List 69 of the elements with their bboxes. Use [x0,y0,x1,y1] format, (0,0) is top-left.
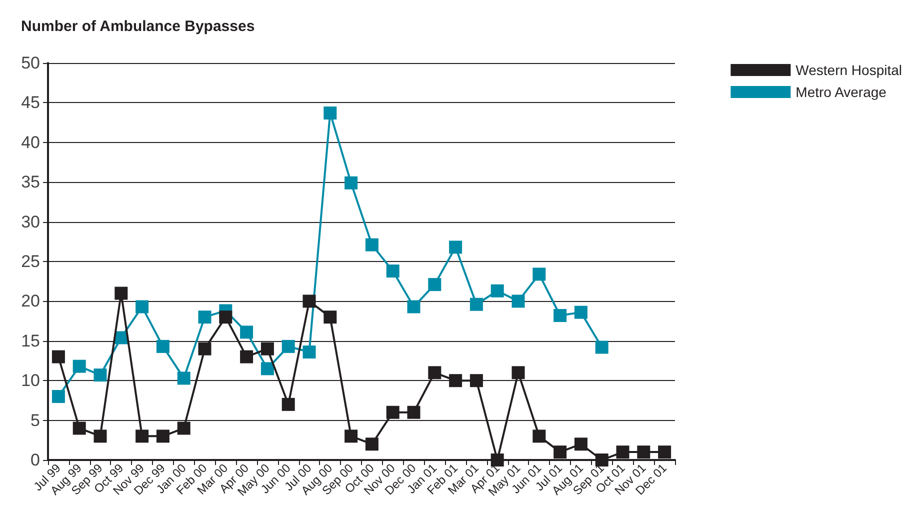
point [574,438,588,451]
point [532,430,546,443]
point [302,346,316,359]
y-tick-label: 40 [21,132,40,152]
point [428,278,442,292]
point [324,310,337,324]
point [52,390,65,403]
y-tick-label: 10 [21,371,40,390]
point [156,430,170,443]
point [302,294,316,308]
y-tick-label: 15 [21,331,40,350]
point [72,422,86,435]
point [260,342,274,356]
y-tick-label: 30 [21,212,40,232]
point [344,176,358,190]
point [177,422,190,435]
point [177,372,190,385]
y-tick-label: 45 [21,93,40,112]
point [554,446,567,459]
point [637,446,650,459]
point [52,350,65,364]
point [470,298,483,311]
point [219,310,232,324]
point [72,360,86,373]
y-tick-label: 35 [21,172,40,192]
point [470,374,483,388]
point [386,264,400,278]
point [449,240,462,254]
point [94,368,107,382]
point [512,294,525,308]
point [532,268,546,281]
point [595,454,608,466]
point [574,306,588,319]
chart-title: Number of Ambulance Bypasses [21,18,255,35]
point [512,366,525,380]
point [365,438,378,451]
point [428,366,442,380]
y-tick-label: 50 [21,54,40,72]
point [156,340,170,353]
point [324,106,337,120]
point [595,340,608,354]
point [344,430,358,443]
point [240,350,254,364]
point [94,430,107,443]
point [365,238,378,252]
point [490,454,504,466]
point [554,308,567,322]
point [490,284,504,298]
point [114,286,128,300]
legend-label: Western Hospital [796,62,902,78]
y-tick-label: 0 [30,450,40,470]
y-tick-label: 20 [21,292,40,311]
point [616,446,630,459]
point [136,300,149,314]
point [136,430,149,443]
point [282,340,295,353]
y-tick-label: 5 [30,410,40,430]
point [282,398,295,411]
point [198,342,212,356]
point [386,406,400,419]
point [240,326,254,339]
point [198,310,212,324]
y-tick-label: 25 [21,252,40,271]
point [449,374,462,388]
legend-label: Metro Average [796,84,887,100]
point [260,362,274,376]
point [658,446,672,459]
point [407,406,420,419]
point [407,300,420,314]
